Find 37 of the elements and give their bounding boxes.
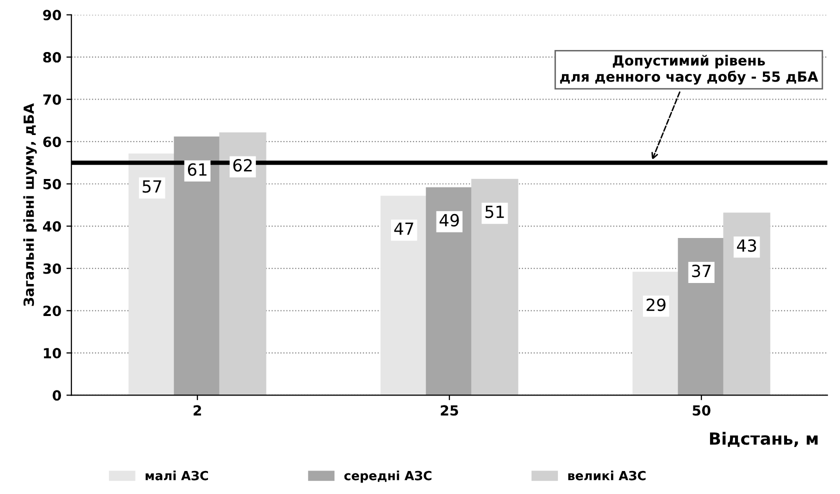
data-label: 43: [736, 239, 756, 252]
bar: [128, 153, 176, 396]
bar: [678, 238, 725, 396]
y-tick-label: 90: [43, 10, 62, 20]
data-label: 51: [485, 206, 504, 218]
data-label: 47: [394, 222, 414, 235]
y-tick-label: 60: [43, 136, 62, 148]
bar: [471, 178, 518, 396]
data-label: 61: [188, 163, 206, 176]
x-tick-label: 2: [194, 405, 202, 416]
x-tick-label: 25: [440, 405, 458, 416]
bar: [174, 136, 221, 396]
data-label: 62: [233, 158, 252, 172]
x-tick-label: 50: [692, 405, 710, 416]
y-tick-label: 70: [43, 94, 62, 105]
x-axis-title: Відстань, м: [710, 432, 818, 447]
legend-label: великі АЗС: [568, 470, 646, 480]
y-tick-label: 50: [43, 178, 62, 190]
y-tick-label: 0: [52, 390, 62, 401]
ref-line-label: Допустимий рівень для денного часу добу - 55 дБА: [560, 54, 818, 85]
bar: [723, 212, 770, 396]
bar: [632, 272, 680, 396]
data-label: 29: [646, 298, 666, 312]
y-tick-label: 30: [43, 263, 62, 274]
legend-label: малі АЗС: [146, 470, 208, 480]
data-label: 57: [142, 180, 162, 193]
data-label: 37: [692, 264, 711, 278]
y-tick-label: 40: [42, 221, 62, 232]
data-label: 49: [440, 214, 459, 227]
bar: [219, 132, 266, 396]
y-tick-label: 10: [44, 348, 62, 358]
y-axis-title: Загальні рівні шуму, дБА: [23, 103, 37, 306]
y-tick-label: 80: [43, 52, 62, 63]
bar: [380, 196, 428, 396]
y-tick-label: 20: [43, 306, 62, 316]
legend-label: середні АЗС: [344, 470, 432, 483]
bar: [426, 187, 473, 396]
